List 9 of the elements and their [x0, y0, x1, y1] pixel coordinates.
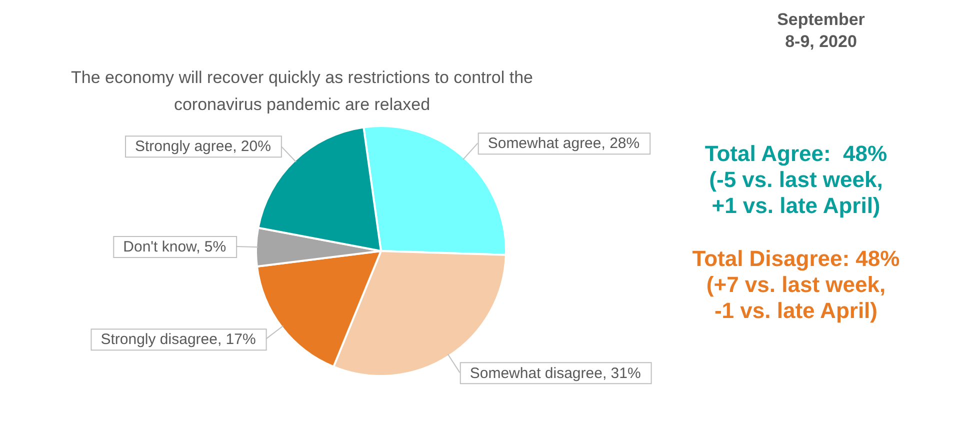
slice-label: Don't know, 5%: [123, 238, 226, 256]
slice-label: Somewhat agree, 28%: [488, 135, 640, 152]
slice-label: Strongly disagree, 17%: [100, 331, 256, 348]
slice-label: Strongly agree, 20%: [135, 138, 271, 156]
text: September 8-9, 2020: [776, 9, 866, 53]
slice-label: Somewhat disagree, 31%: [470, 364, 641, 382]
text: Total Agree: 48% (-5 vs. last week, +1 vs. late April): [704, 141, 888, 219]
chart-title: The economy will recover quickly as restrictions to control the coronavirus pandemic are relaxed: [70, 67, 534, 116]
text: Total Disagree: 48% (+7 vs. last week, -1 vs. late April): [691, 246, 901, 324]
